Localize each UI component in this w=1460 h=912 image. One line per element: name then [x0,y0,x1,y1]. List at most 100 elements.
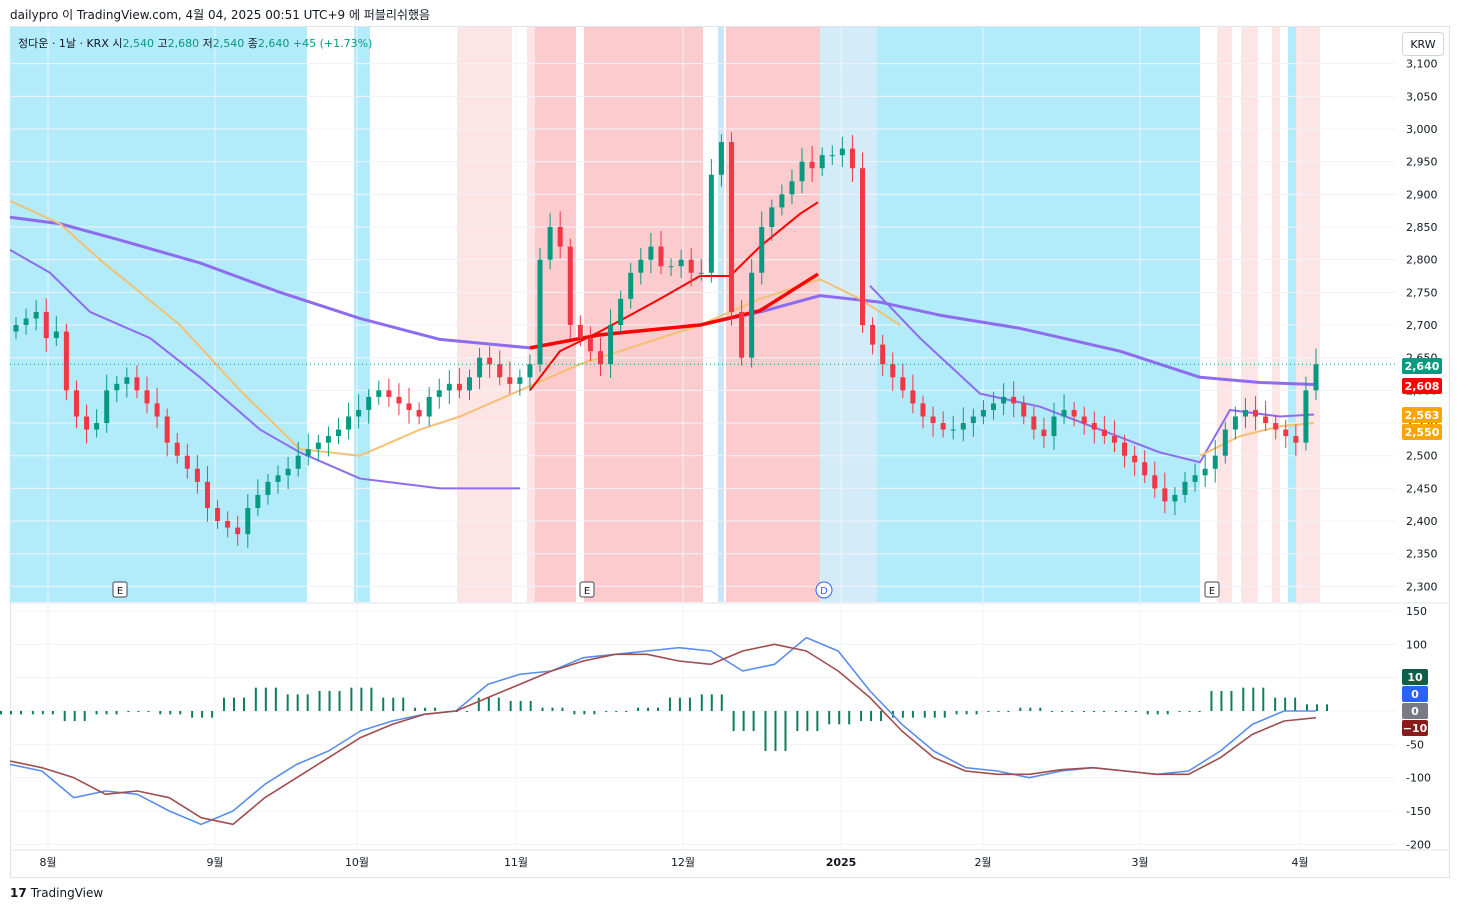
currency-button[interactable]: KRW [1402,32,1444,56]
earnings-marker-icon [1204,581,1220,598]
macd-histogram-bar [806,711,809,732]
ema-orange-line [9,199,901,457]
macd-histogram-bar [987,711,990,712]
candle-body [134,377,140,391]
macd-histogram-bar [20,711,22,715]
macd-histogram-bar [115,711,118,715]
macd-histogram-bar [159,711,162,715]
time-tick-label: 11월 [504,856,528,869]
macd-histogram-bar [668,697,671,711]
macd-histogram-bar [901,711,904,718]
candle-body [114,383,120,391]
macd-histogram-bar [179,711,182,715]
candle-body [870,325,876,345]
price-badge-label: 2,550 [1405,426,1440,439]
macd-histogram-bar [1274,697,1277,711]
price-tick-label: 3,000 [1406,123,1438,136]
price-tick-label: 2,300 [1406,580,1438,593]
candle-body [799,161,805,182]
macd-histogram-bar [1039,707,1042,711]
candle-body [960,423,966,430]
candle-body [839,148,845,156]
earnings-marker-label: E [1209,586,1215,597]
macd-histogram-bar [264,687,267,711]
macd-histogram-bar [519,700,522,711]
macd-histogram-bar [487,697,490,711]
macd-histogram-bar [561,707,564,711]
macd-histogram-bar [477,697,480,711]
price-badge: 2,608 [1402,378,1442,394]
regime-band [10,27,307,602]
candle-body [1263,416,1269,424]
candle-body [255,494,261,508]
candle-body [547,227,553,260]
macd-histogram-bar [83,711,86,722]
macd-histogram-bar [1178,711,1181,712]
macd-histogram-bar [1029,707,1032,711]
macd-badge-bg [1402,686,1428,702]
macd-histogram-bar [274,687,277,711]
earnings-marker-icon [579,581,595,598]
candle-body [184,455,190,469]
macd-histogram-bar [1124,711,1127,712]
candle-body [487,357,493,365]
ema-orange-line-2 [1199,422,1315,457]
candle-body [779,194,785,208]
macd-histogram-bar [1166,711,1169,715]
macd-histogram-bar [1156,711,1159,715]
candle-body [23,318,29,326]
price-tick-label: 2,400 [1406,515,1438,528]
candle-body [1061,409,1067,417]
macd-badge: 0 [1402,686,1428,702]
macd-histogram-bar [338,690,341,711]
candle-body [235,527,241,535]
candle-body [648,246,654,260]
macd-histogram-bar [1103,711,1106,712]
price-tick-label: 2,500 [1406,450,1438,463]
macd-badge-bg [1402,720,1428,736]
candle-body [1273,423,1279,430]
candle-body [1202,468,1208,476]
candle-body [1111,436,1117,443]
candle-body [164,416,170,443]
macd-badge-label: −10 [1403,722,1428,735]
tradingview-logo-icon: 17 [10,886,27,900]
macd-histogram-bar [605,711,608,712]
candle-body [406,403,412,410]
candle-body [1122,442,1128,456]
macd-histogram-bar [1051,711,1054,712]
candle-body [1071,409,1077,417]
regime-band [584,27,703,602]
candle-body [1011,396,1017,404]
time-tick-label: 10월 [345,856,369,869]
macd-histogram-bar [191,711,194,718]
candle-body [628,272,634,299]
macd-tick-label: -150 [1406,805,1431,818]
macd-histogram-bar [1188,711,1191,712]
candle-body [587,338,593,352]
macd-badge: 10 [1402,669,1428,685]
grid-lines [10,27,1396,850]
macd-badge-label: 0 [1411,688,1419,701]
candle-body [980,409,986,417]
candle-body [678,259,684,267]
candle-body [749,272,755,358]
macd-badge: −10 [1402,720,1428,736]
candle-body [819,155,825,169]
macd-histogram-bar [657,707,660,711]
candle-body [1101,429,1107,437]
legend-low: 2,540 [212,37,245,50]
macd-histogram-bar [784,711,787,752]
macd-histogram-bar [1071,711,1074,712]
time-tick-label: 2월 [974,856,991,869]
dividend-marker-icon [815,581,833,599]
macd-histogram-bar [1294,697,1297,711]
candle-body [335,429,341,437]
time-tick-label: 2025 [826,856,857,869]
macd-histogram-bar [286,694,289,711]
macd-histogram-bar [796,711,799,732]
candle-body [275,475,281,482]
macd-histogram-bar [848,711,851,725]
macd-histogram-bar [95,711,98,715]
